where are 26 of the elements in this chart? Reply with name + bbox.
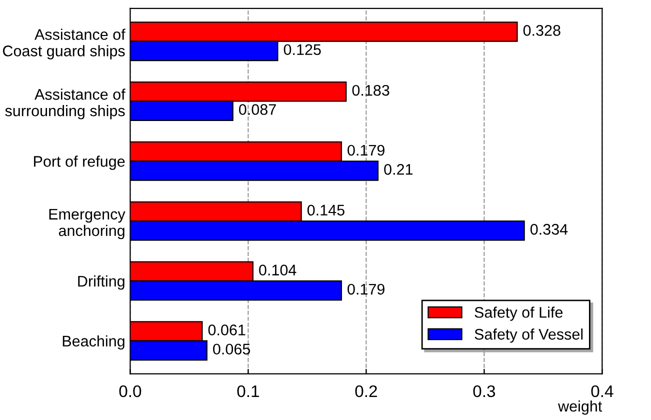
data-label: 0.145: [307, 204, 344, 216]
y-tick-label: Assistance of surrounding ships: [5, 88, 126, 120]
y-tick-label: Port of refuge: [34, 156, 125, 170]
x-axis-title: weight: [558, 400, 602, 415]
data-label: 0.179: [348, 144, 384, 156]
data-label: 0.125: [284, 44, 321, 56]
x-tick-label: 0.3: [473, 385, 496, 398]
data-label: 0.061: [208, 324, 246, 336]
data-label: 0.104: [259, 264, 296, 276]
data-label: 0.328: [523, 25, 560, 36]
x-tick-label: 0.2: [355, 385, 377, 398]
y-tick-label: Assistance of Coast guard ships: [2, 28, 126, 60]
data-label: 0.21: [384, 164, 413, 175]
legend-label: Safety of Vessel: [474, 328, 583, 343]
x-tick-label: 0.1: [237, 385, 259, 398]
x-tick-label: 0.0: [119, 385, 142, 398]
data-label: 0.179: [348, 284, 384, 295]
data-label: 0.183: [352, 84, 390, 96]
legend-label: Safety of Life: [474, 306, 563, 321]
y-tick-label: Drifting: [78, 275, 124, 290]
y-tick-label: Beaching: [62, 335, 124, 350]
data-label: 0.065: [213, 344, 250, 355]
x-tick-label: 0.4: [591, 385, 614, 398]
data-label: 0.087: [239, 104, 276, 115]
data-label: 0.334: [530, 224, 568, 235]
y-tick-label: Emergency anchoring: [49, 208, 126, 240]
